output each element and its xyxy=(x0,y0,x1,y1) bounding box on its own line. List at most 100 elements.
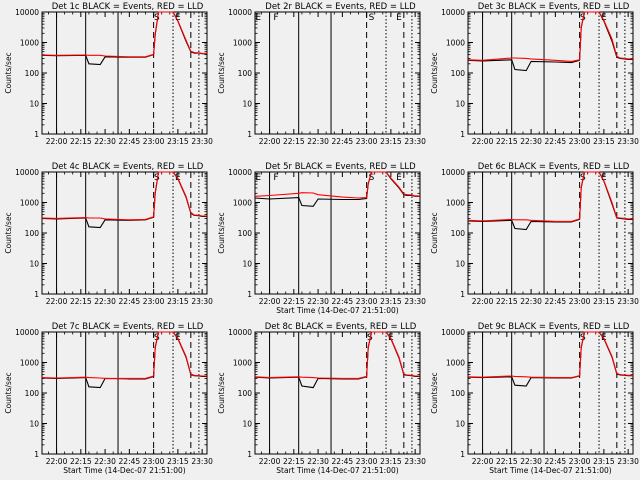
detector-panel-6: Det 6c BLACK = Events, RED = LLD 1 10 100 10… xyxy=(430,162,639,306)
x-tick-label: 23:30 xyxy=(617,137,639,146)
x-tick-label: 22:15 xyxy=(496,297,518,306)
y-tick-label: 1000 xyxy=(233,199,252,208)
x-axis-label: Start Time (14-Dec-07 21:51:00) xyxy=(63,466,185,475)
event-marker-label: E xyxy=(175,13,181,23)
y-tick-label: 1 xyxy=(247,450,252,459)
x-tick-label: 22:15 xyxy=(496,137,518,146)
x-axis-label: Start Time (14-Dec-07 21:51:00) xyxy=(489,466,611,475)
x-tick-label: 23:00 xyxy=(356,457,378,466)
series-line-lld xyxy=(41,171,207,221)
x-tick-label: 23:00 xyxy=(143,137,165,146)
event-marker-label: F xyxy=(273,173,278,183)
x-tick-label: 22:00 xyxy=(472,457,494,466)
x-tick-label: 23:00 xyxy=(569,297,591,306)
event-marker-label: E xyxy=(601,13,607,23)
y-tick-label: 1000 xyxy=(20,199,39,208)
x-tick-label: 22:30 xyxy=(307,297,329,306)
y-tick-label: 10 xyxy=(29,260,39,269)
y-axis-label: Counts/sec xyxy=(217,212,226,253)
x-tick-label: 23:15 xyxy=(380,137,402,146)
x-tick-label: 22:00 xyxy=(46,297,68,306)
y-tick-label: 100 xyxy=(25,69,40,78)
y-tick-label: 10 xyxy=(242,420,252,429)
x-tick-label: 22:15 xyxy=(283,297,305,306)
x-tick-label: 23:00 xyxy=(356,137,378,146)
y-tick-label: 1 xyxy=(34,290,39,299)
x-tick-label: 22:30 xyxy=(520,137,542,146)
series-line-lld xyxy=(467,11,633,62)
x-tick-label: 22:45 xyxy=(119,297,141,306)
y-tick-label: 10000 xyxy=(15,328,39,337)
y-tick-label: 1000 xyxy=(233,39,252,48)
x-tick-label: 23:30 xyxy=(404,297,426,306)
y-tick-label: 10000 xyxy=(228,168,252,177)
event-marker-label: E xyxy=(601,173,607,183)
y-tick-label: 100 xyxy=(25,389,40,398)
detector-panel-8: Det 8c BLACK = Events, RED = LLD 1 10 100 10… xyxy=(217,322,426,475)
panel-title: Det 7c BLACK = Events, RED = LLD xyxy=(52,322,204,332)
x-tick-label: 22:30 xyxy=(307,457,329,466)
x-tick-label: 22:45 xyxy=(119,457,141,466)
x-tick-label: 23:00 xyxy=(143,297,165,306)
panel-title: Det 2r BLACK = Events, RED = LLD xyxy=(265,2,416,12)
x-tick-label: 22:00 xyxy=(259,297,281,306)
x-tick-label: 22:45 xyxy=(545,137,567,146)
y-tick-label: 100 xyxy=(451,69,466,78)
event-marker-label: E xyxy=(255,13,261,23)
x-tick-label: 22:15 xyxy=(70,137,92,146)
x-tick-label: 23:30 xyxy=(191,457,213,466)
y-tick-label: 1000 xyxy=(446,199,465,208)
detector-panel-5: Det 5r BLACK = Events, RED = LLD 1 10 100 10… xyxy=(217,162,426,315)
x-tick-label: 22:00 xyxy=(259,137,281,146)
y-tick-label: 1000 xyxy=(20,359,39,368)
panel-title: Det 4c BLACK = Events, RED = LLD xyxy=(52,162,204,172)
x-tick-label: 22:00 xyxy=(259,457,281,466)
y-tick-label: 10 xyxy=(29,420,39,429)
event-marker-label: S xyxy=(154,13,160,23)
event-marker-label: S xyxy=(369,13,375,23)
x-tick-label: 22:30 xyxy=(94,137,116,146)
x-tick-label: 22:00 xyxy=(472,137,494,146)
y-tick-label: 10000 xyxy=(15,168,39,177)
x-tick-label: 23:15 xyxy=(380,297,402,306)
panel-title: Det 6c BLACK = Events, RED = LLD xyxy=(478,162,630,172)
y-tick-label: 10 xyxy=(242,100,252,109)
x-tick-label: 23:15 xyxy=(593,457,615,466)
y-tick-label: 1 xyxy=(247,290,252,299)
x-tick-label: 22:30 xyxy=(94,297,116,306)
series-line-lld xyxy=(254,331,420,379)
detector-panel-1: Det 1c BLACK = Events, RED = LLD 1 10 100 10… xyxy=(4,2,213,146)
y-axis-label: Counts/sec xyxy=(430,212,439,253)
panel-title: Det 5r BLACK = Events, RED = LLD xyxy=(265,162,416,172)
detector-panel-4: Det 4c BLACK = Events, RED = LLD 1 10 100 10… xyxy=(4,162,213,306)
x-tick-label: 23:30 xyxy=(617,297,639,306)
series-line-lld xyxy=(254,171,420,199)
x-axis-label: Start Time (14-Dec-07 21:51:00) xyxy=(276,306,398,315)
detector-panel-9: Det 9c BLACK = Events, RED = LLD 1 10 100 10… xyxy=(430,322,639,475)
y-tick-label: 1 xyxy=(34,450,39,459)
x-tick-label: 23:15 xyxy=(167,297,189,306)
y-tick-label: 100 xyxy=(238,389,253,398)
x-tick-label: 22:15 xyxy=(70,297,92,306)
x-tick-label: 22:45 xyxy=(545,297,567,306)
y-axis-label: Counts/sec xyxy=(4,212,13,253)
x-tick-label: 23:00 xyxy=(569,137,591,146)
x-tick-label: 23:30 xyxy=(191,297,213,306)
event-marker-label: E xyxy=(396,13,402,23)
series-line-lld xyxy=(467,331,633,379)
series-line-lld xyxy=(467,171,633,222)
y-tick-label: 10000 xyxy=(228,8,252,17)
detector-panel-2: Det 2r BLACK = Events, RED = LLD 1 10 100 10… xyxy=(217,2,426,146)
x-tick-label: 23:00 xyxy=(569,457,591,466)
y-tick-label: 10000 xyxy=(441,8,465,17)
y-tick-label: 100 xyxy=(25,229,40,238)
x-tick-label: 23:15 xyxy=(593,137,615,146)
y-tick-label: 100 xyxy=(451,389,466,398)
x-tick-label: 23:15 xyxy=(167,457,189,466)
y-axis-label: Counts/sec xyxy=(430,52,439,93)
x-tick-label: 22:15 xyxy=(283,457,305,466)
event-marker-label: E xyxy=(255,173,261,183)
x-tick-label: 22:30 xyxy=(520,457,542,466)
y-axis-label: Counts/sec xyxy=(4,52,13,93)
y-tick-label: 1 xyxy=(460,290,465,299)
